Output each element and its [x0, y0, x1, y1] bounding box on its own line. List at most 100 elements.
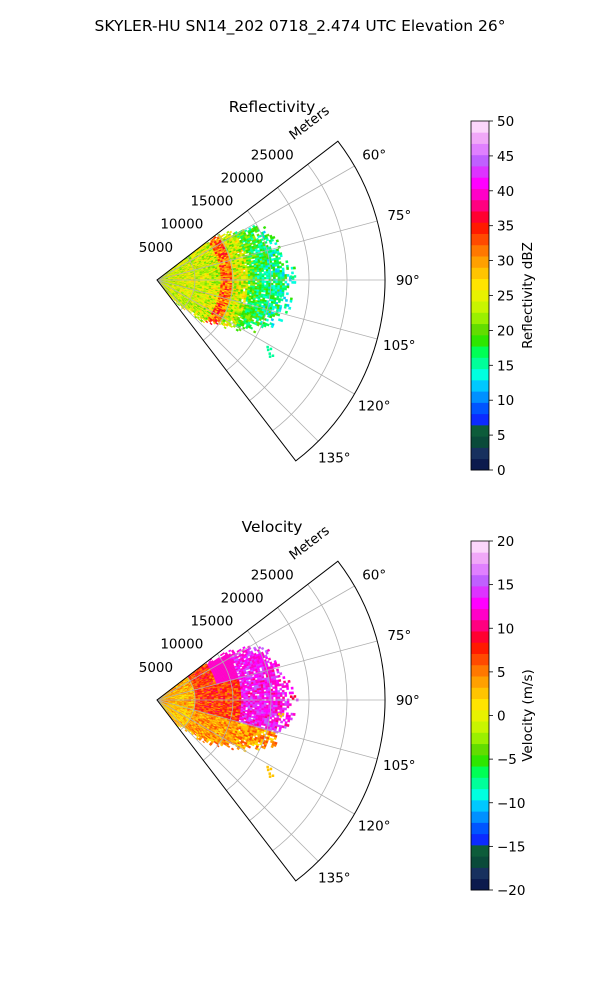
data-cell [220, 278, 224, 280]
data-cell [277, 272, 281, 275]
data-cell [248, 277, 251, 280]
data-cell [228, 230, 233, 234]
data-cell [271, 307, 275, 311]
data-cell [284, 287, 287, 291]
data-cell [277, 270, 281, 273]
data-cell [261, 273, 265, 276]
data-cell [283, 296, 286, 300]
data-cell [242, 300, 246, 303]
data-cell [285, 299, 288, 302]
data-cell [285, 260, 289, 264]
data-cell [277, 256, 281, 260]
data-cell [265, 271, 269, 274]
data-cell [281, 263, 285, 266]
data-cell [257, 280, 260, 283]
data-cell [282, 274, 285, 277]
isolated-echo [269, 347, 273, 351]
data-cell [279, 280, 283, 284]
colorbar-swatch [471, 199, 489, 212]
data-cell [275, 287, 278, 290]
data-cell [250, 280, 253, 283]
data-cell [282, 283, 285, 286]
data-cell [250, 272, 253, 275]
data-cell [261, 275, 265, 278]
data-cell [243, 275, 247, 278]
colorbar-swatch [471, 447, 489, 460]
velocity-panel: Velocity 60°75°90°105°120°135°5000100001… [139, 518, 536, 899]
data-cell [250, 275, 253, 278]
data-cell [285, 292, 289, 296]
data-cell [277, 280, 281, 284]
reflectivity-panel: Reflectivity 60°75°90°105°120°135°500010… [139, 98, 536, 479]
data-cell [222, 233, 226, 237]
data-cell [272, 272, 276, 276]
colorbar-swatch [471, 436, 489, 448]
range-tick-label: 5000 [139, 240, 173, 256]
data-cell [252, 273, 256, 276]
data-cell [279, 254, 283, 258]
data-cell [245, 280, 249, 283]
azimuth-tick-label: 75° [387, 208, 411, 224]
colorbar-tick-label: 0 [497, 463, 506, 479]
data-cell [277, 287, 281, 290]
data-cell [277, 268, 280, 271]
data-cell [274, 289, 278, 292]
colorbar-tick-label: 20 [497, 323, 514, 339]
data-cell [247, 285, 251, 288]
data-cell [252, 275, 256, 278]
data-cell [278, 261, 282, 265]
colorbar-swatch [471, 278, 489, 291]
colorbar-tick-label: 50 [497, 114, 514, 130]
data-cell [238, 277, 242, 280]
data-cell [275, 272, 278, 275]
data-cell [288, 306, 292, 310]
colorbar-tick-label: 35 [497, 219, 514, 235]
data-cell [263, 290, 267, 293]
colorbar-swatch [471, 379, 489, 392]
data-cell [275, 280, 278, 284]
colorbar-swatch [471, 357, 489, 370]
data-cell [261, 289, 264, 293]
colorbar-swatch [471, 289, 489, 302]
data-cell [190, 309, 194, 313]
azimuth-tick-label: 120° [358, 398, 391, 414]
data-cell [189, 311, 192, 314]
data-cell [277, 283, 281, 286]
data-cell [279, 289, 283, 293]
data-cell [262, 225, 267, 230]
isolated-echo [268, 352, 271, 355]
data-cell [265, 318, 269, 322]
data-cell [213, 278, 217, 280]
data-cell [225, 277, 228, 280]
velocity-title: Velocity [242, 518, 303, 536]
data-cell [291, 271, 294, 275]
colorbar-swatch [471, 312, 489, 325]
colorbar-swatch [471, 402, 489, 415]
data-cell [254, 275, 258, 278]
data-cell [182, 307, 186, 311]
data-cell [247, 272, 251, 275]
data-cell [286, 267, 289, 270]
colorbar-swatch [471, 211, 489, 223]
data-cell [293, 266, 296, 270]
data-cell [250, 277, 253, 280]
data-cell [259, 284, 262, 287]
data-cell [286, 285, 290, 289]
colorbar-swatch [471, 154, 489, 167]
isolated-echo [277, 292, 281, 296]
range-tick-label: 15000 [190, 194, 233, 210]
data-cell [241, 280, 244, 283]
data-cell [245, 277, 249, 280]
data-cell [252, 330, 257, 334]
data-cell [243, 283, 246, 286]
data-cell [216, 280, 219, 282]
data-cell [243, 280, 247, 283]
data-cell [175, 302, 178, 305]
data-cell [236, 280, 240, 283]
reflectivity-title: Reflectivity [229, 98, 316, 116]
data-cell [259, 282, 262, 285]
colorbar-swatch [471, 143, 489, 156]
colorbar-swatch [471, 301, 489, 313]
azimuth-tick-label: 90° [396, 273, 420, 289]
